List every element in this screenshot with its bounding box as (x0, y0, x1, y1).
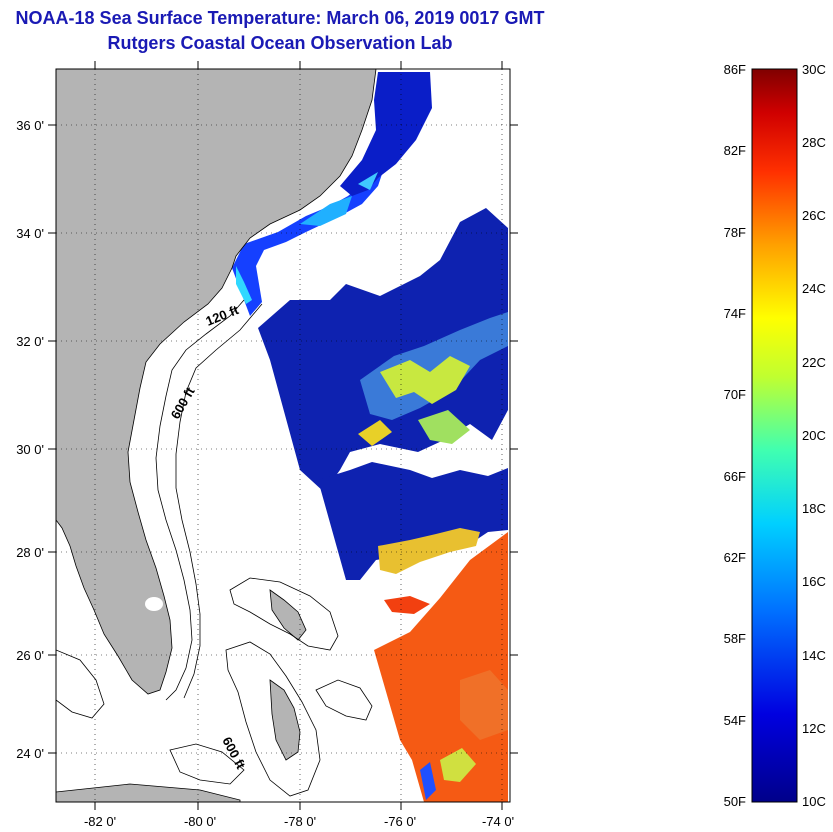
lake-okeechobee (145, 597, 163, 611)
svg-text:82F: 82F (724, 143, 746, 158)
colorbar-gradient (751, 68, 798, 803)
svg-text:12C: 12C (802, 721, 826, 736)
latitude-labels: 36 0' 34 0' 32 0' 30 0' 28 0' 26 0' 24 0… (16, 118, 44, 761)
svg-text:86F: 86F (724, 62, 746, 77)
land (56, 69, 377, 802)
graticule (56, 69, 510, 802)
svg-text:24C: 24C (802, 281, 826, 296)
longitude-labels: -82 0' -80 0' -78 0' -76 0' -74 0' (84, 814, 514, 829)
svg-text:54F: 54F (724, 713, 746, 728)
lon-tick-label: -74 0' (482, 814, 514, 829)
svg-text:30C: 30C (802, 62, 826, 77)
plot-frame (55, 68, 511, 803)
svg-text:70F: 70F (724, 387, 746, 402)
lat-tick-label: 30 0' (16, 442, 44, 457)
svg-text:14C: 14C (802, 648, 826, 663)
svg-text:28C: 28C (802, 135, 826, 150)
lon-tick-label: -80 0' (184, 814, 216, 829)
svg-text:74F: 74F (724, 306, 746, 321)
svg-text:78F: 78F (724, 225, 746, 240)
tick-marks (48, 61, 518, 810)
lat-tick-label: 36 0' (16, 118, 44, 133)
svg-text:20C: 20C (802, 428, 826, 443)
svg-text:16C: 16C (802, 574, 826, 589)
lat-tick-label: 26 0' (16, 648, 44, 663)
map-title: NOAA-18 Sea Surface Temperature: March 0… (15, 8, 545, 28)
svg-text:58F: 58F (724, 631, 746, 646)
colorbar-celsius-labels: 30C 28C 26C 24C 22C 20C 18C 16C 14C 12C … (802, 62, 826, 809)
map-subtitle: Rutgers Coastal Ocean Observation Lab (107, 33, 453, 53)
bathymetry-contours (56, 299, 373, 797)
lat-tick-label: 32 0' (16, 334, 44, 349)
svg-text:22C: 22C (802, 355, 826, 370)
svg-text:62F: 62F (724, 550, 746, 565)
svg-text:50F: 50F (724, 794, 746, 809)
lat-tick-label: 28 0' (16, 545, 44, 560)
colorbar: 86F 82F 78F 74F 70F 66F 62F 58F 54F 50F … (724, 62, 826, 809)
lon-tick-label: -82 0' (84, 814, 116, 829)
lat-tick-label: 34 0' (16, 226, 44, 241)
lon-tick-label: -76 0' (384, 814, 416, 829)
colorbar-fahrenheit-labels: 86F 82F 78F 74F 70F 66F 62F 58F 54F 50F (724, 62, 746, 809)
svg-text:10C: 10C (802, 794, 826, 809)
svg-text:18C: 18C (802, 501, 826, 516)
sst-swath (232, 72, 508, 802)
lat-tick-label: 24 0' (16, 746, 44, 761)
svg-text:26C: 26C (802, 208, 826, 223)
lon-tick-label: -78 0' (284, 814, 316, 829)
svg-text:66F: 66F (724, 469, 746, 484)
